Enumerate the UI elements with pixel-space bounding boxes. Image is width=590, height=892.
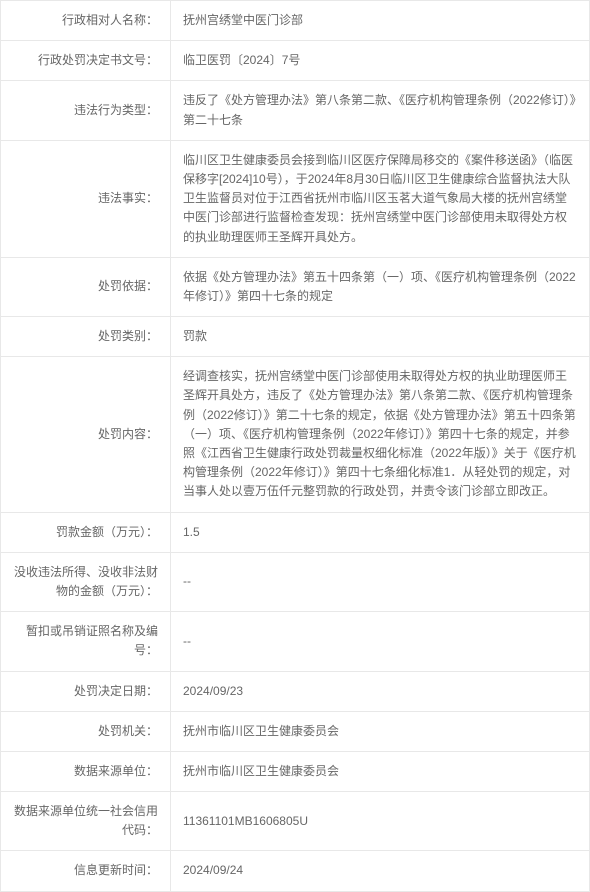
- table-row: 暂扣或吊销证照名称及编号： --: [1, 612, 590, 671]
- table-row: 行政处罚决定书文号： 临卫医罚〔2024〕7号: [1, 41, 590, 81]
- row-value: 2024/09/23: [171, 671, 590, 711]
- row-value: 临川区卫生健康委员会接到临川区医疗保障局移交的《案件移送函》（临医保移字[202…: [171, 140, 590, 257]
- row-label: 数据来源单位统一社会信用代码：: [1, 792, 171, 851]
- table-row: 行政相对人名称： 抚州宫绣堂中医门诊部: [1, 1, 590, 41]
- row-label: 处罚类别：: [1, 317, 171, 357]
- table-row: 处罚机关： 抚州市临川区卫生健康委员会: [1, 711, 590, 751]
- row-value: 1.5: [171, 512, 590, 552]
- table-row: 数据来源单位： 抚州市临川区卫生健康委员会: [1, 751, 590, 791]
- row-label: 处罚依据：: [1, 257, 171, 316]
- table-row: 处罚依据： 依据《处方管理办法》第五十四条第（一）项、《医疗机构管理条例（202…: [1, 257, 590, 316]
- table-row: 罚款金额（万元）： 1.5: [1, 512, 590, 552]
- row-value: 罚款: [171, 317, 590, 357]
- row-value: 临卫医罚〔2024〕7号: [171, 41, 590, 81]
- table-row: 处罚内容： 经调查核实，抚州宫绣堂中医门诊部使用未取得处方权的执业助理医师王圣辉…: [1, 357, 590, 512]
- row-value: 11361101MB1606805U: [171, 792, 590, 851]
- detail-tbody: 行政相对人名称： 抚州宫绣堂中医门诊部 行政处罚决定书文号： 临卫医罚〔2024…: [1, 1, 590, 892]
- row-label: 暂扣或吊销证照名称及编号：: [1, 612, 171, 671]
- row-value: 抚州市临川区卫生健康委员会: [171, 711, 590, 751]
- row-label: 数据来源单位：: [1, 751, 171, 791]
- row-value: --: [171, 552, 590, 611]
- table-row: 处罚类别： 罚款: [1, 317, 590, 357]
- table-row: 处罚决定日期： 2024/09/23: [1, 671, 590, 711]
- row-label: 违法行为类型：: [1, 81, 171, 140]
- table-row: 数据来源单位统一社会信用代码： 11361101MB1606805U: [1, 792, 590, 851]
- table-row: 信息更新时间： 2024/09/24: [1, 851, 590, 891]
- row-label: 处罚机关：: [1, 711, 171, 751]
- detail-table: 行政相对人名称： 抚州宫绣堂中医门诊部 行政处罚决定书文号： 临卫医罚〔2024…: [0, 0, 590, 892]
- row-label: 罚款金额（万元）：: [1, 512, 171, 552]
- row-label: 行政相对人名称：: [1, 1, 171, 41]
- row-value: 抚州市临川区卫生健康委员会: [171, 751, 590, 791]
- row-label: 信息更新时间：: [1, 851, 171, 891]
- row-value: 违反了《处方管理办法》第八条第二款、《医疗机构管理条例（2022修订）》第二十七…: [171, 81, 590, 140]
- row-label: 处罚内容：: [1, 357, 171, 512]
- row-label: 行政处罚决定书文号：: [1, 41, 171, 81]
- row-value: 2024/09/24: [171, 851, 590, 891]
- row-label: 没收违法所得、没收非法财物的金额（万元）：: [1, 552, 171, 611]
- table-row: 没收违法所得、没收非法财物的金额（万元）： --: [1, 552, 590, 611]
- row-value: 抚州宫绣堂中医门诊部: [171, 1, 590, 41]
- row-value: --: [171, 612, 590, 671]
- row-value: 依据《处方管理办法》第五十四条第（一）项、《医疗机构管理条例（2022年修订）》…: [171, 257, 590, 316]
- table-row: 违法行为类型： 违反了《处方管理办法》第八条第二款、《医疗机构管理条例（2022…: [1, 81, 590, 140]
- table-row: 违法事实： 临川区卫生健康委员会接到临川区医疗保障局移交的《案件移送函》（临医保…: [1, 140, 590, 257]
- row-value: 经调查核实，抚州宫绣堂中医门诊部使用未取得处方权的执业助理医师王圣辉开具处方，违…: [171, 357, 590, 512]
- row-label: 处罚决定日期：: [1, 671, 171, 711]
- row-label: 违法事实：: [1, 140, 171, 257]
